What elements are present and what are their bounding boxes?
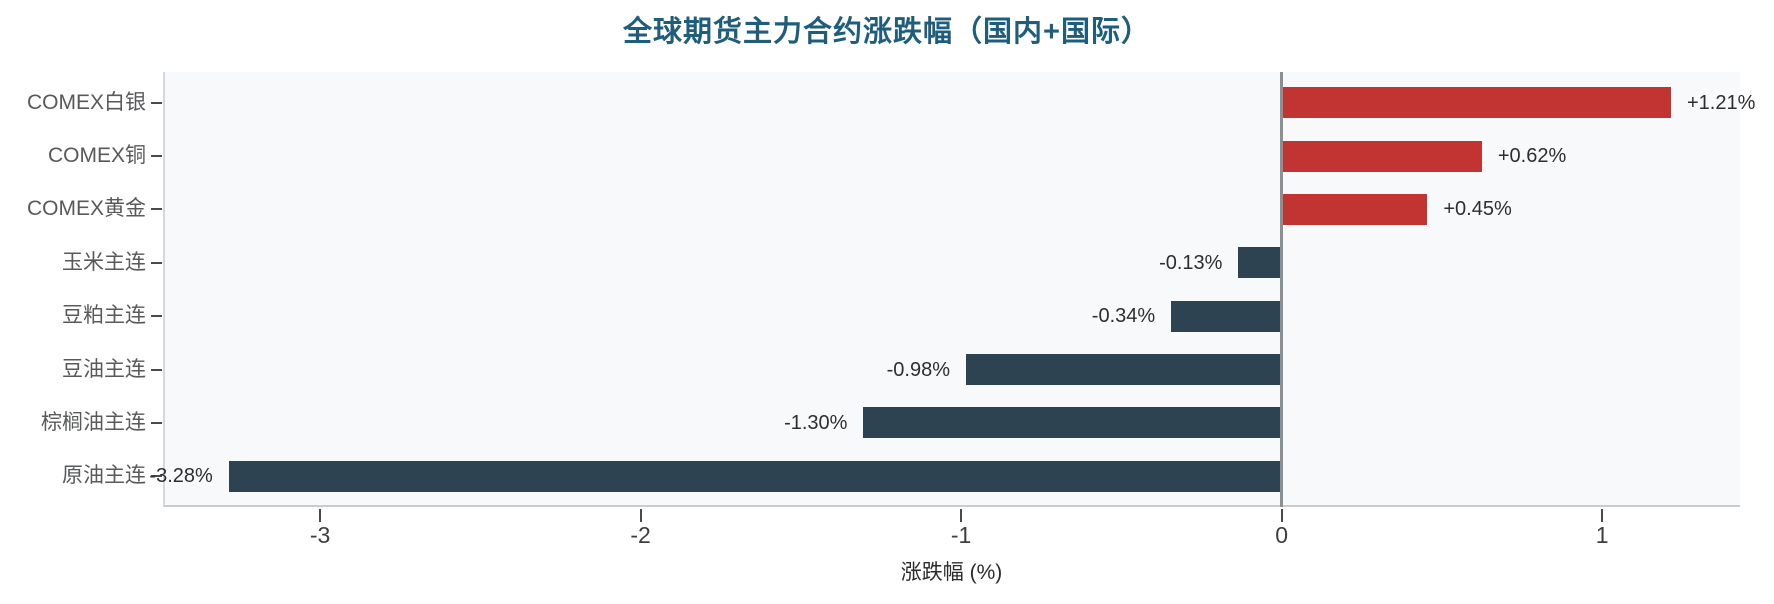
x-tick-mark [639,509,642,522]
bar-negative [228,460,1281,492]
value-label: -3.28% [149,465,213,488]
y-tick-mark [151,421,162,424]
bar-negative [1171,300,1281,332]
category-label: 玉米主连 [62,250,146,274]
x-axis-title: 涨跌幅 (%) [900,561,1003,584]
y-tick-mark [151,208,162,211]
category-label: 棕榈油主连 [41,410,146,434]
x-tick-mark [319,509,322,522]
value-label: +0.62% [1497,145,1567,168]
chart-title: 全球期货主力合约涨跌幅（国内+国际） [623,16,1151,48]
zero-axis-line [1280,72,1283,507]
x-tick-mark [1601,509,1604,522]
value-label: -1.30% [784,411,848,434]
y-tick-mark [151,315,162,318]
y-tick-mark [151,261,162,264]
bar-positive [1283,193,1428,225]
y-tick-mark [151,368,162,371]
x-tick-label: -2 [630,522,651,548]
category-label: COMEX铜 [47,144,146,168]
x-tick-label: -1 [950,522,972,548]
y-tick-mark [151,155,162,158]
x-tick-label: 1 [1595,522,1609,548]
plot-area [163,72,1740,507]
y-tick-mark [151,475,162,478]
value-label: -0.13% [1159,251,1223,274]
category-label: COMEX白银 [26,90,146,114]
category-label: 豆粕主连 [62,304,146,328]
y-tick-mark [151,101,162,104]
category-label: COMEX黄金 [26,197,146,221]
value-label: +0.45% [1443,198,1512,221]
bar-positive [1283,87,1671,119]
x-tick-mark [960,509,963,522]
x-tick-label: -3 [309,522,331,548]
value-label: +1.21% [1686,91,1756,114]
bar-negative [1238,247,1281,279]
value-label: -0.98% [886,358,951,381]
x-tick-mark [1280,509,1283,522]
bar-negative [966,354,1281,386]
x-tick-label: 0 [1275,522,1289,548]
category-label: 原油主连 [62,464,146,488]
category-label: 豆油主连 [62,357,146,381]
bar-negative [863,407,1281,439]
bar-positive [1283,140,1482,172]
value-label: -0.34% [1091,305,1156,328]
